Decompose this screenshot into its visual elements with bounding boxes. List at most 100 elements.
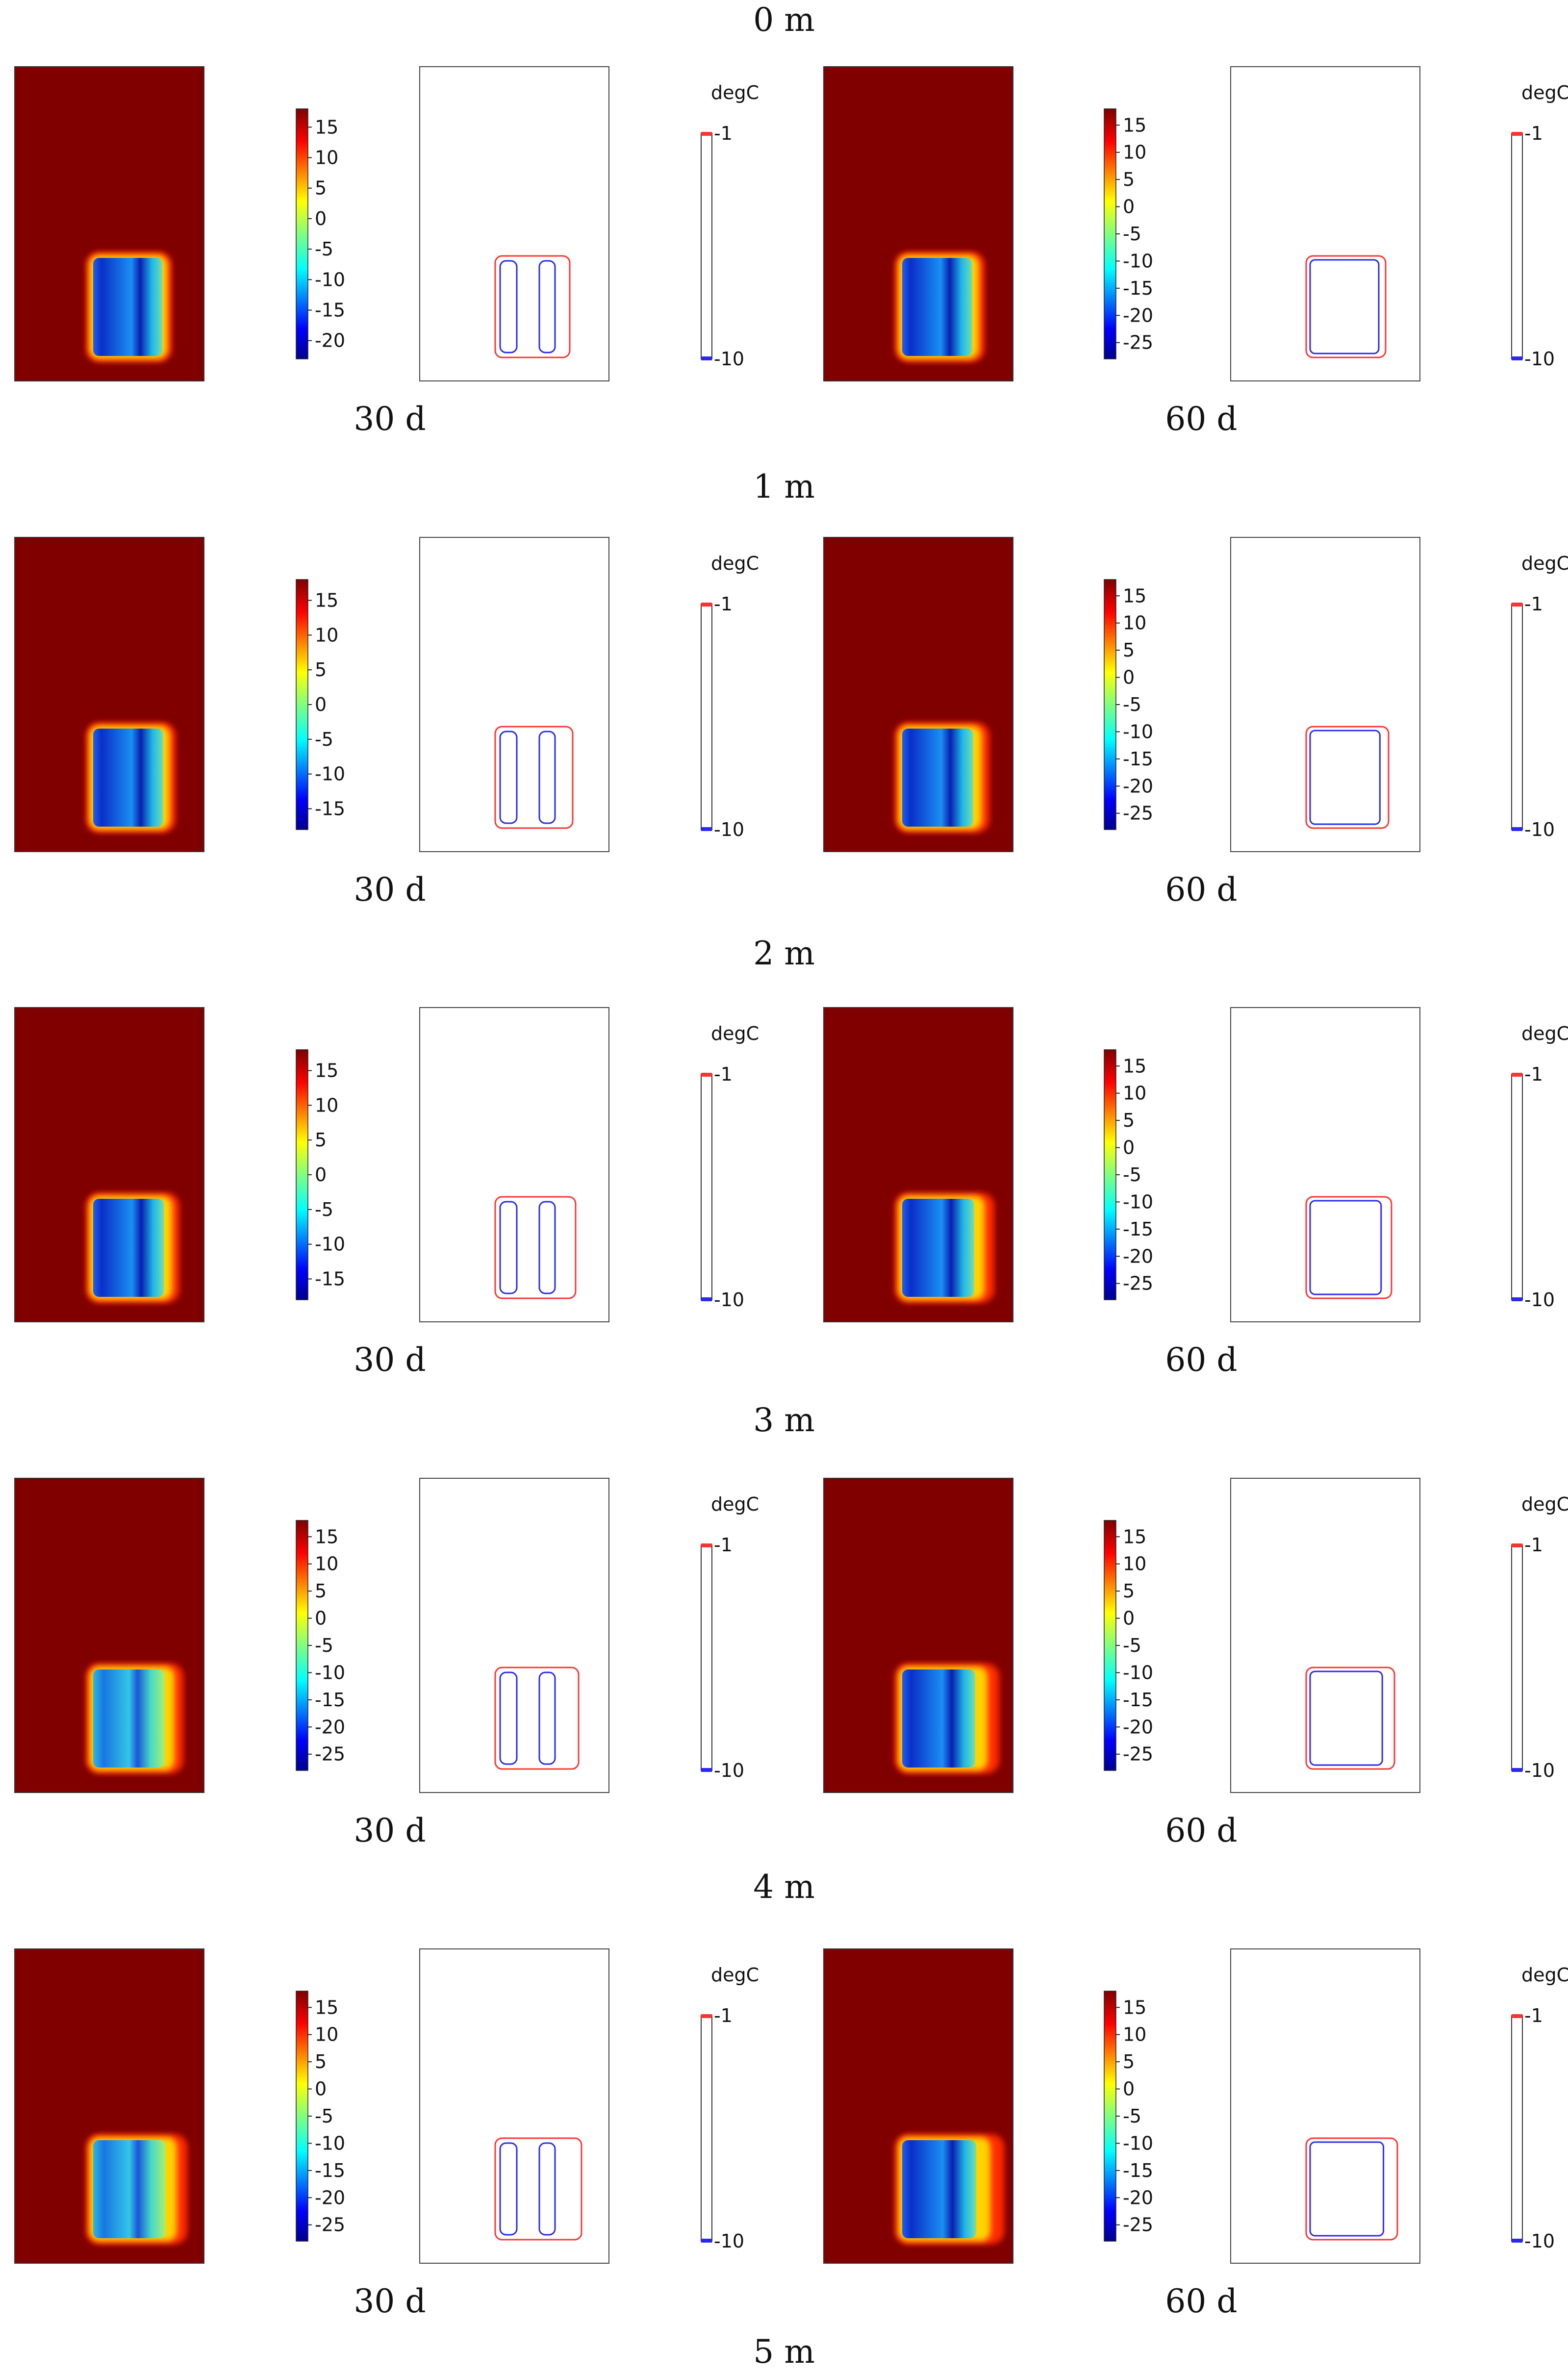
legend-bar xyxy=(1511,1074,1523,1300)
colorbar-tick-label: 0 xyxy=(1123,2078,1135,2100)
section-title: 2 m xyxy=(753,935,815,972)
legend-level-minus10 xyxy=(701,1297,712,1301)
colorbar-tick-label: 15 xyxy=(1123,1996,1146,2018)
contour-minus1 xyxy=(1305,255,1387,358)
colorbar-tick-label: -20 xyxy=(1123,1716,1153,1738)
contour-legend: degC -1 -10 xyxy=(1511,1493,1568,1781)
legend-label-minus10: -10 xyxy=(1524,819,1555,840)
frozen-block xyxy=(902,2140,976,2238)
legend-label-minus10: -10 xyxy=(1524,2230,1555,2252)
contour-legend: degC -1 -10 xyxy=(701,82,759,370)
legend-label-minus1: -1 xyxy=(714,593,733,615)
unit-label: degC xyxy=(1521,1493,1568,1515)
section-title: 3 m xyxy=(753,1401,815,1439)
colorbar-tick-label: 5 xyxy=(315,659,327,681)
colorbar-tick-label: -15 xyxy=(315,2160,345,2181)
colorbar-gradient xyxy=(296,1520,308,1771)
colorbar-tick-label: -25 xyxy=(315,1743,345,1765)
unit-label: degC xyxy=(1521,553,1568,574)
colorbar-tick-label: 10 xyxy=(315,1553,338,1575)
temperature-colorbar: 15 10 5 0 -5 -10 -15 xyxy=(296,1049,345,1300)
time-label: 30 d xyxy=(354,1341,426,1379)
colorbar-tick-label: 0 xyxy=(315,1608,327,1629)
colorbar-tick-label: -10 xyxy=(315,1234,345,1255)
time-label: 60 d xyxy=(1165,2282,1238,2320)
colorbar-gradient xyxy=(1104,1520,1116,1771)
contour-legend: degC -1 -10 xyxy=(1511,1964,1568,2252)
colorbar-tick-label: -5 xyxy=(315,238,333,260)
colorbar-tick-label: -20 xyxy=(1123,2187,1153,2208)
contour-map xyxy=(1230,66,1420,381)
section-title: 1 m xyxy=(753,468,815,505)
unit-label: degC xyxy=(1521,82,1568,103)
temperature-map xyxy=(14,1478,204,1793)
colorbar-tick-label: -5 xyxy=(315,729,333,750)
legend-label-minus1: -1 xyxy=(1524,2005,1543,2026)
colorbar-tick-label: 5 xyxy=(315,2051,327,2072)
contour-minus1 xyxy=(1305,726,1390,829)
legend-level-minus10 xyxy=(1512,1297,1522,1301)
legend-level-minus10 xyxy=(1512,356,1522,360)
contour-minus1 xyxy=(494,1667,580,1770)
legend-label-minus10: -10 xyxy=(714,819,744,840)
legend-label-minus10: -10 xyxy=(1524,1289,1555,1311)
frozen-block xyxy=(93,1199,164,1297)
colorbar-tick-label: 5 xyxy=(1123,639,1135,661)
colorbar-tick-label: -25 xyxy=(1123,332,1153,354)
temperature-colorbar: 15 10 5 0 -5 -10 -15 -20 -25 xyxy=(1104,108,1153,359)
contour-minus10 xyxy=(499,260,518,354)
colorbar-tick-label: -5 xyxy=(1123,1164,1141,1186)
temperature-colorbar: 15 10 5 0 -5 -10 -15 -20 -25 xyxy=(1104,1520,1153,1771)
colorbar-tick-label: 15 xyxy=(1123,585,1146,606)
contour-minus1 xyxy=(1305,1667,1395,1770)
colorbar-gradient xyxy=(296,1049,308,1300)
colorbar-tick-label: 15 xyxy=(1123,1055,1146,1077)
unit-label: degC xyxy=(711,82,759,103)
legend-level-minus10 xyxy=(701,2239,712,2243)
contour-map xyxy=(1230,1478,1420,1793)
colorbar-tick-label: 0 xyxy=(1123,667,1135,688)
contour-minus10 xyxy=(538,1671,556,1765)
colorbar-tick-label: 0 xyxy=(1123,1137,1135,1159)
unit-label: degC xyxy=(1521,1964,1568,1986)
legend-label-minus1: -1 xyxy=(1524,1534,1543,1556)
legend-label-minus1: -1 xyxy=(714,2005,733,2026)
legend-level-minus10 xyxy=(1512,1768,1522,1772)
colorbar-tick-label: -25 xyxy=(1123,1273,1153,1294)
legend-level-minus10 xyxy=(701,356,712,360)
time-label: 60 d xyxy=(1165,1341,1238,1379)
colorbar-tick-label: 5 xyxy=(315,1580,327,1602)
colorbar-tick-label: 0 xyxy=(315,208,327,229)
colorbar-tick-label: -15 xyxy=(1123,1218,1153,1240)
contour-minus10 xyxy=(499,1201,518,1294)
temperature-map xyxy=(14,1948,204,2264)
colorbar-tick-label: -25 xyxy=(1123,803,1153,824)
colorbar-tick-label: -15 xyxy=(1123,2160,1153,2181)
colorbar-tick-label: 10 xyxy=(1123,1553,1146,1575)
colorbar-tick-label: 10 xyxy=(315,624,338,646)
legend-bar xyxy=(701,2015,712,2242)
colorbar-tick-label: -5 xyxy=(1123,223,1141,245)
time-label: 60 d xyxy=(1165,400,1238,438)
legend-level-minus1 xyxy=(701,1543,712,1547)
colorbar-tick-label: 10 xyxy=(315,2024,338,2046)
contour-legend: degC -1 -10 xyxy=(1511,553,1568,840)
temperature-colorbar: 15 10 5 0 -5 -10 -15 -20 -25 xyxy=(296,1991,345,2242)
contour-map xyxy=(1230,1948,1420,2264)
temperature-map xyxy=(14,66,204,381)
colorbar-tick-label: 10 xyxy=(1123,142,1146,163)
legend-bar xyxy=(701,1544,712,1771)
colorbar-tick-label: 15 xyxy=(315,590,338,611)
time-label: 30 d xyxy=(354,1812,426,1849)
colorbar-tick-label: 5 xyxy=(1123,1110,1135,1131)
colorbar-tick-label: 0 xyxy=(1123,1608,1135,1629)
colorbar-tick-label: 5 xyxy=(315,1129,327,1151)
colorbar-tick-label: -5 xyxy=(315,2105,333,2127)
map-frame xyxy=(419,537,609,852)
temperature-map xyxy=(823,1948,1013,2264)
colorbar-tick-label: -20 xyxy=(1123,1245,1153,1267)
colorbar-tick-label: -15 xyxy=(315,299,345,321)
colorbar-tick-label: -10 xyxy=(315,1662,345,1683)
